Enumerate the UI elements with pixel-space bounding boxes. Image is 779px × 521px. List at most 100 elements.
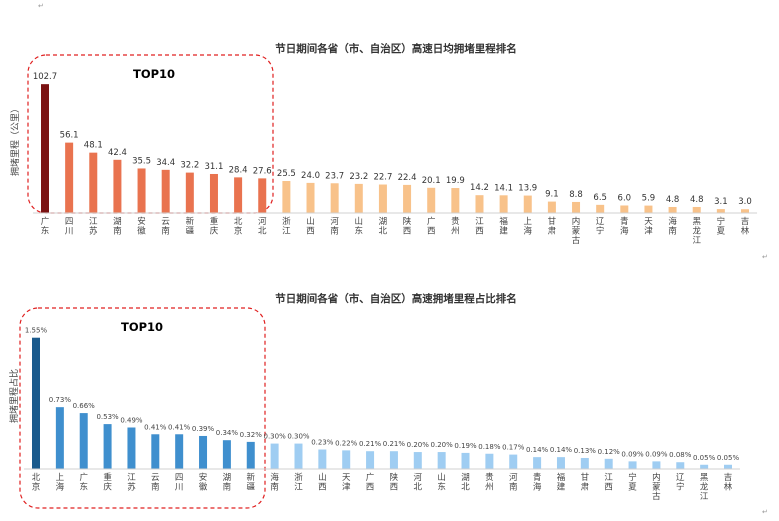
category-label: 北京 bbox=[32, 473, 41, 493]
data-label: 0.30% bbox=[263, 433, 286, 441]
data-label: 0.20% bbox=[407, 441, 430, 449]
bar-江苏 bbox=[89, 152, 98, 213]
category-label: 安徽 bbox=[137, 216, 146, 237]
category-label: 重庆 bbox=[103, 472, 112, 493]
bar-湖南 bbox=[113, 159, 122, 213]
bar-山东 bbox=[437, 452, 446, 469]
bar-甘肃 bbox=[580, 457, 589, 469]
bar-辽宁 bbox=[676, 462, 685, 469]
bar-云南 bbox=[151, 434, 160, 469]
category-label: 湖北 bbox=[379, 217, 388, 237]
category-label: 山东 bbox=[437, 472, 446, 493]
category-label: 陕西 bbox=[390, 472, 399, 493]
bar-陕西 bbox=[389, 451, 398, 469]
category-label: 内蒙古 bbox=[652, 472, 661, 502]
bar-安徽 bbox=[199, 435, 208, 469]
bar-海南 bbox=[270, 443, 279, 469]
data-label: 0.14% bbox=[550, 446, 573, 454]
category-label: 上海 bbox=[524, 217, 533, 237]
data-label: 9.1 bbox=[545, 190, 559, 200]
data-label: 3.1 bbox=[714, 197, 728, 207]
category-label: 新疆 bbox=[186, 216, 195, 237]
category-label: 甘肃 bbox=[581, 472, 590, 493]
chart1-ylabel: 拥堵里程（公里） bbox=[9, 104, 21, 176]
category-label: 浙江 bbox=[282, 216, 291, 237]
data-label: 0.53% bbox=[96, 413, 119, 421]
bar-黑龙江 bbox=[692, 206, 701, 213]
data-label: 23.2 bbox=[349, 172, 368, 182]
data-label: 22.7 bbox=[373, 173, 392, 183]
category-label: 黑龙江 bbox=[692, 217, 701, 246]
data-label: 14.2 bbox=[470, 183, 489, 193]
category-label: 河北 bbox=[414, 472, 423, 493]
data-label: 0.21% bbox=[359, 440, 382, 448]
data-label: 0.08% bbox=[669, 451, 692, 459]
category-label: 重庆 bbox=[210, 216, 219, 237]
category-label: 江西 bbox=[604, 473, 613, 493]
data-label: 27.6 bbox=[253, 166, 272, 176]
data-label: 0.30% bbox=[287, 433, 310, 441]
bar-山西 bbox=[306, 182, 315, 213]
bar-天津 bbox=[644, 205, 653, 213]
category-label: 上海 bbox=[56, 473, 65, 493]
chart2-plot: 1.55% 北京 0.73% 上海 0.66% 广东 0.53% 重庆 0.49% 江苏 0.41%… bbox=[24, 327, 740, 502]
bar-陕西 bbox=[403, 184, 412, 213]
category-label: 辽宁 bbox=[676, 473, 685, 493]
bar-福建 bbox=[556, 457, 565, 469]
category-label: 四川 bbox=[65, 217, 74, 237]
bar-贵州 bbox=[451, 188, 460, 213]
data-label: 19.9 bbox=[446, 176, 465, 186]
data-label: 0.14% bbox=[526, 446, 549, 454]
bar-上海 bbox=[523, 195, 532, 213]
category-label: 云南 bbox=[151, 473, 160, 493]
category-label: 四川 bbox=[175, 473, 184, 493]
chart1-top10-label: TOP10 bbox=[133, 67, 175, 81]
data-label: 0.20% bbox=[431, 441, 454, 449]
data-label: 0.32% bbox=[240, 431, 263, 439]
category-label: 甘肃 bbox=[548, 216, 557, 237]
category-label: 江苏 bbox=[127, 473, 136, 493]
bar-浙江 bbox=[282, 181, 291, 213]
paragraph-mark: ↵ bbox=[762, 253, 768, 261]
data-label: 4.8 bbox=[690, 195, 704, 205]
data-label: 0.73% bbox=[49, 396, 72, 404]
bar-天津 bbox=[342, 450, 351, 469]
bar-内蒙古 bbox=[572, 201, 581, 213]
data-label: 0.12% bbox=[598, 448, 621, 456]
bar-安徽 bbox=[137, 168, 146, 213]
data-label: 5.9 bbox=[642, 194, 656, 204]
bar-贵州 bbox=[485, 453, 494, 469]
category-label: 云南 bbox=[161, 217, 170, 237]
category-label: 新疆 bbox=[247, 472, 256, 493]
category-label: 宁夏 bbox=[628, 472, 637, 493]
bar-江西 bbox=[475, 195, 484, 213]
category-label: 贵州 bbox=[451, 216, 460, 237]
bar-广东 bbox=[79, 413, 88, 469]
category-label: 湖南 bbox=[113, 217, 122, 237]
bar-吉林 bbox=[724, 464, 732, 469]
category-label: 山西 bbox=[318, 472, 327, 493]
category-label: 山东 bbox=[355, 216, 364, 237]
data-label: 35.5 bbox=[132, 156, 151, 166]
data-label: 6.5 bbox=[593, 193, 607, 203]
data-label: 0.13% bbox=[574, 447, 597, 455]
bar-河南 bbox=[330, 183, 339, 213]
data-label: 8.8 bbox=[569, 190, 583, 200]
bar-山西 bbox=[318, 449, 327, 469]
data-label: 28.4 bbox=[229, 165, 248, 175]
bar-新疆 bbox=[246, 441, 255, 469]
category-label: 广西 bbox=[427, 216, 436, 237]
data-label: 0.39% bbox=[192, 425, 215, 433]
data-label: 102.7 bbox=[33, 72, 57, 82]
data-label: 42.4 bbox=[108, 148, 127, 158]
data-label: 0.49% bbox=[120, 416, 143, 424]
category-label: 广东 bbox=[79, 472, 88, 493]
category-label: 吉林 bbox=[724, 473, 733, 493]
bar-广西 bbox=[427, 187, 436, 213]
category-label: 广东 bbox=[41, 216, 50, 237]
data-label: 0.09% bbox=[621, 450, 644, 458]
data-label: 22.4 bbox=[398, 173, 417, 183]
category-label: 浙江 bbox=[294, 472, 303, 493]
bar-山东 bbox=[354, 183, 363, 213]
category-label: 黑龙江 bbox=[700, 473, 709, 502]
